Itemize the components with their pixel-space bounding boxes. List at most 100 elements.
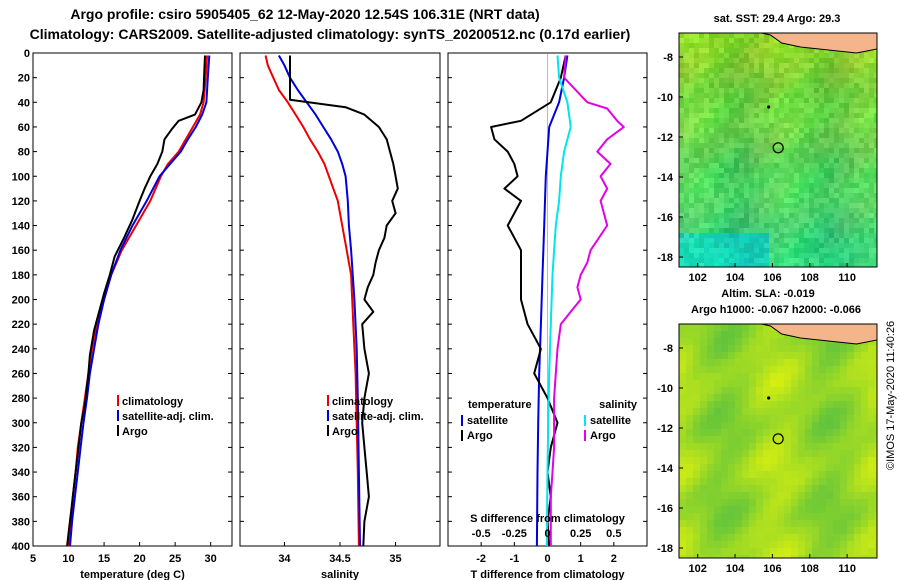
sst_map-cell (784, 263, 789, 267)
sla_map-cell (728, 513, 735, 520)
sst_map-cell (859, 223, 864, 228)
sla_map-cell (812, 366, 819, 373)
sla_map-cell (812, 464, 819, 471)
sla_map-cell (728, 408, 735, 415)
sst_map-cell (864, 228, 869, 233)
sst_map-cell (694, 68, 699, 73)
sst_map-cell (759, 228, 764, 233)
sla_map-cell (686, 527, 693, 534)
sst_map-cell (679, 243, 684, 248)
sst_map-cell (789, 153, 794, 158)
sst_map-cell (844, 248, 849, 253)
sst_map-cell (749, 158, 754, 163)
sst_map-cell (729, 123, 734, 128)
sla_map-cell (735, 506, 742, 513)
sst_map-cell (869, 108, 874, 113)
sst_map-cell (699, 88, 704, 93)
sla_map-cell (749, 331, 756, 338)
sst_map-cell (874, 78, 877, 83)
sst_map-cell (704, 93, 709, 98)
sst_map-cell (804, 53, 809, 58)
sst_map-cell (874, 98, 877, 103)
sst_map-cell (784, 98, 789, 103)
sst_map-cell (729, 118, 734, 123)
sst_map-cell (854, 228, 859, 233)
sst_map-cell (874, 128, 877, 133)
sst_map-cell (789, 263, 794, 267)
sla_map-cell (714, 555, 721, 558)
sla_map-cell (749, 373, 756, 380)
sst_map-cell (684, 83, 689, 88)
sst_map-cell (839, 83, 844, 88)
sst_map-cell (784, 133, 789, 138)
sst_map-cell (709, 183, 714, 188)
sst_map-cell (864, 183, 869, 188)
sla_map-cell (868, 345, 875, 352)
sst_map-cell (679, 248, 684, 253)
sst_map-cell (844, 73, 849, 78)
sla_map-cell (749, 401, 756, 408)
sla_map-cell (770, 471, 777, 478)
sla_map-cell (840, 499, 847, 506)
sla_map-cell (784, 457, 791, 464)
sst_map-cell (709, 38, 714, 43)
difference-xtick-label: 2 (611, 553, 617, 565)
sla_map-cell (686, 436, 693, 443)
sst_map-cell (829, 223, 834, 228)
sla_map-cell (812, 513, 819, 520)
sst_map-cell (794, 148, 799, 153)
sst_map-cell (824, 208, 829, 213)
sst_map-cell (794, 108, 799, 113)
sst_map-cell (834, 263, 839, 267)
sst_map-cell (874, 208, 877, 213)
sla_map-cell (833, 499, 840, 506)
sla_map-cell (735, 394, 742, 401)
sst_map-cell (734, 88, 739, 93)
sst_map-cell (814, 213, 819, 218)
sst_map-cell (704, 43, 709, 48)
sst_map-cell (834, 178, 839, 183)
sst_map-cell (769, 168, 774, 173)
sst_map-cell (839, 218, 844, 223)
sst_map-cell (709, 243, 714, 248)
sla_map-cell (826, 422, 833, 429)
depth-tick-label: 0 (24, 48, 30, 60)
sst_map-cell (704, 88, 709, 93)
sst_map-cell (719, 133, 724, 138)
sst_map-cell (684, 253, 689, 258)
sla_map-cell (693, 541, 700, 548)
sst_map-cell (824, 203, 829, 208)
sst_map-cell (754, 78, 759, 83)
sla_map-cell (847, 345, 854, 352)
panel-temperature: 0204060801001201401601802002202402602803… (12, 48, 233, 580)
sst_map-cell (754, 183, 759, 188)
sla_map-cell (812, 485, 819, 492)
sla_map-cell (854, 471, 861, 478)
sst_map-cell (739, 158, 744, 163)
legend-s-label: satellite (590, 415, 631, 427)
sst_map-cell (829, 208, 834, 213)
sla_map-cell (693, 450, 700, 457)
sst_map-cell (794, 233, 799, 238)
sla_map-cell (707, 555, 714, 558)
sst_map-cell (734, 258, 739, 263)
sla_map-cell (693, 457, 700, 464)
sla_map-cell (819, 429, 826, 436)
sst_map-cell (824, 148, 829, 153)
sla_map-cell (707, 394, 714, 401)
sst_map-cell (849, 248, 854, 253)
sla_map-cell (868, 373, 875, 380)
sla_map-cell (686, 541, 693, 548)
sst_map-cell (839, 263, 844, 267)
sst_map-cell (799, 128, 804, 133)
sst_map-cell (724, 263, 729, 267)
sst_map-cell (844, 253, 849, 258)
sla_map-cell (728, 548, 735, 555)
sst_map-cell (789, 203, 794, 208)
sla_map-cell (707, 436, 714, 443)
sla_map-cell (875, 436, 877, 443)
sst_map-cell (714, 168, 719, 173)
sla_map-cell (707, 324, 714, 331)
sst_map-cell (699, 98, 704, 103)
sla_map-cell (686, 373, 693, 380)
